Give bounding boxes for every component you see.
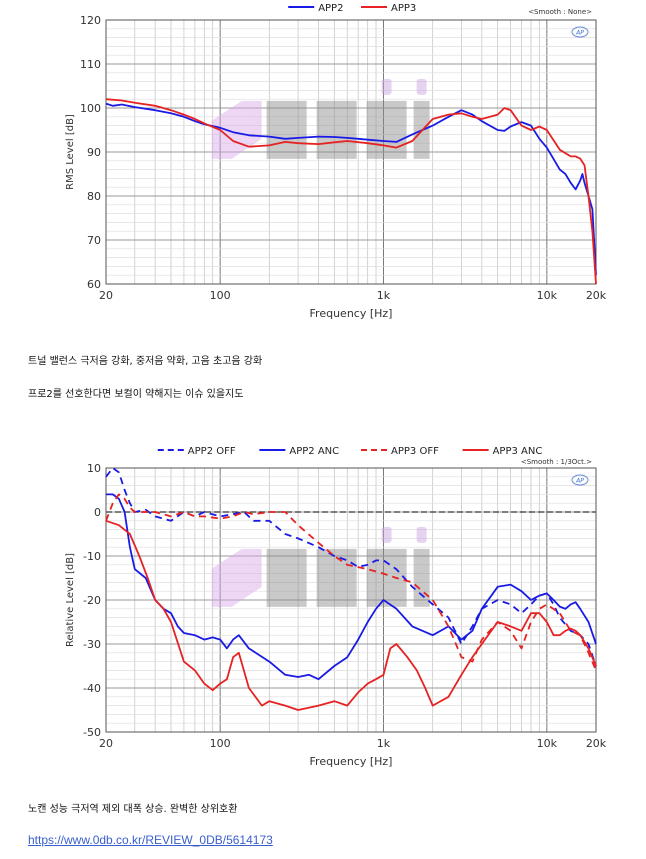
watermark-logo <box>211 78 430 159</box>
y-tick-label: 110 <box>80 58 101 71</box>
y-tick-label: 120 <box>80 14 101 27</box>
y-tick-label: 0 <box>94 506 101 519</box>
x-tick-label: 20k <box>586 289 607 302</box>
series-line-app2-off <box>105 467 597 667</box>
series-line-app2 <box>105 102 597 276</box>
x-tick-label: 20k <box>586 737 607 750</box>
series-line-app3 <box>105 98 597 285</box>
y-tick-label: 100 <box>80 102 101 115</box>
grid <box>105 19 597 285</box>
series-line-app2-anc <box>106 493 597 681</box>
legend-label: APP2 ANC <box>289 446 339 457</box>
y-axis-label: RMS Level [dB] <box>65 114 76 190</box>
x-tick-label: 20 <box>99 289 113 302</box>
ap-badge-icon <box>571 26 589 38</box>
legend: APP2 APP3 <box>288 3 416 14</box>
legend-label: APP3 OFF <box>391 446 439 457</box>
watermark-shape <box>366 100 407 159</box>
plot-frame <box>105 19 597 285</box>
y-tick-label: -10 <box>83 550 101 563</box>
legend-label: APP3 ANC <box>493 446 543 457</box>
watermark-shape <box>381 78 392 95</box>
y-tick-label: -30 <box>83 638 101 651</box>
y-tick-label: -40 <box>83 682 101 695</box>
watermark-shape <box>266 100 307 159</box>
y-tick-label: 90 <box>87 146 101 159</box>
review-link[interactable]: https://www.0db.co.kr/REVIEW_0DB/5614173 <box>28 833 273 847</box>
y-tick-label: 70 <box>87 234 101 247</box>
watermark-shape <box>211 548 262 607</box>
legend-label: APP2 <box>318 3 343 14</box>
watermark-shape <box>266 548 307 607</box>
caption-frequency: 트널 밸런스 극저음 강화, 중저음 약화, 고음 초고음 강화 <box>28 356 263 367</box>
ap-badge-text: AP <box>575 30 584 37</box>
watermark-shape <box>211 100 262 159</box>
x-tick-label: 20 <box>99 737 113 750</box>
series-line-app3-off <box>105 493 597 671</box>
x-tick-label: 100 <box>210 289 231 302</box>
x-tick-label: 10k <box>537 289 558 302</box>
y-tick-label: 80 <box>87 190 101 203</box>
noise-cancel-chart: 20 100 1k 10k 20k -50 -40 -30 -20 -10 0 10 Frequency… <box>65 446 607 768</box>
y-tick-label: 10 <box>87 462 101 475</box>
y-tick-label: -20 <box>83 594 101 607</box>
smooth-note: <Smooth : 1/3Oct.> <box>521 458 592 466</box>
smooth-note: <Smooth : None> <box>528 8 592 16</box>
frequency-response-chart: 20 100 1k 10k 20k 60 70 80 90 100 110 120 Frequency … <box>65 3 607 320</box>
caption-anc: 노캔 성능 극저역 제외 대폭 상승. 완벽한 상위호환 <box>28 804 238 815</box>
x-tick-label: 10k <box>537 737 558 750</box>
legend: APP2 OFF APP2 ANC APP3 OFF APP3 ANC <box>157 446 543 457</box>
watermark-shape <box>366 548 407 607</box>
y-tick-label: -50 <box>83 726 101 739</box>
caption-vocal: 프로2를 선호한다면 보컬이 약해지는 이슈 있을지도 <box>28 389 244 400</box>
x-tick-label: 100 <box>210 737 231 750</box>
watermark-shape <box>413 548 430 607</box>
watermark-shape <box>381 526 392 543</box>
y-axis-label: Relative Level [dB] <box>65 553 76 647</box>
ap-badge-text: AP <box>575 478 584 485</box>
x-axis-label: Frequency [Hz] <box>310 307 393 320</box>
x-axis-label: Frequency [Hz] <box>310 755 393 768</box>
legend-label: APP2 OFF <box>188 446 236 457</box>
series-line-app3-anc <box>105 519 597 711</box>
y-tick-label: 60 <box>87 278 101 291</box>
x-tick-label: 1k <box>377 289 391 302</box>
ap-badge-icon <box>571 474 589 486</box>
watermark-logo <box>211 526 430 607</box>
legend-label: APP3 <box>391 3 416 14</box>
plot-frame <box>105 467 597 733</box>
watermark-shape <box>416 78 427 95</box>
x-tick-label: 1k <box>377 737 391 750</box>
watermark-shape <box>416 526 427 543</box>
watermark-shape <box>316 100 357 159</box>
